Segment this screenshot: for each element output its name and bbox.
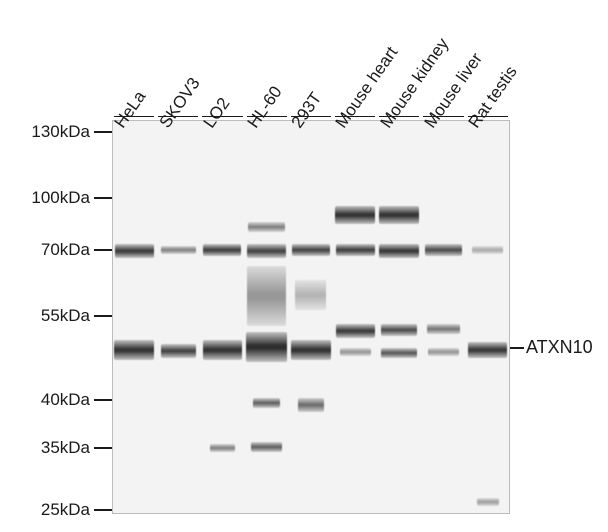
mw-marker-tick — [94, 509, 112, 511]
blot-band — [247, 244, 286, 258]
blot-band — [298, 398, 325, 412]
mw-marker-label: 130kDa — [0, 122, 90, 142]
blot-band — [379, 206, 419, 224]
blot-band — [295, 280, 326, 310]
mw-marker-tick — [94, 447, 112, 449]
blot-band — [468, 342, 507, 358]
blot-band — [379, 244, 419, 258]
blot-band — [246, 332, 288, 362]
blot-membrane — [112, 120, 510, 514]
blot-band — [161, 246, 196, 254]
blot-band — [248, 222, 286, 232]
mw-marker-tick — [94, 131, 112, 133]
mw-marker-label: 40kDa — [0, 390, 90, 410]
mw-marker-tick — [94, 249, 112, 251]
blot-band — [425, 244, 463, 256]
blot-band — [210, 444, 234, 452]
blot-band — [291, 340, 331, 360]
blot-band — [253, 398, 280, 408]
blot-band — [203, 244, 241, 256]
mw-marker-label: 70kDa — [0, 240, 90, 260]
target-protein-label: ATXN10 — [526, 337, 593, 358]
blot-band — [335, 206, 375, 224]
blot-band — [477, 498, 499, 506]
blot-band — [472, 246, 503, 254]
blot-band — [161, 344, 196, 358]
blot-band — [336, 324, 375, 338]
target-tick — [510, 347, 524, 349]
blot-band — [381, 324, 417, 336]
blot-band — [247, 266, 286, 326]
mw-marker-tick — [94, 197, 112, 199]
blot-band — [381, 348, 417, 358]
mw-marker-label: 25kDa — [0, 500, 90, 520]
mw-marker-label: 100kDa — [0, 188, 90, 208]
blot-band — [115, 244, 154, 258]
mw-marker-tick — [94, 315, 112, 317]
blot-band — [427, 324, 460, 334]
mw-marker-label: 55kDa — [0, 306, 90, 326]
blot-band — [114, 340, 155, 360]
blot-band — [340, 348, 371, 356]
western-blot-figure: HeLaSKOV3LO2HL-60293TMouse heartMouse ki… — [0, 0, 608, 532]
blot-band — [428, 348, 459, 356]
mw-marker-label: 35kDa — [0, 438, 90, 458]
blot-band — [203, 340, 243, 360]
blot-band — [292, 244, 330, 256]
blot-band — [251, 442, 282, 452]
blot-band — [336, 244, 375, 256]
mw-marker-tick — [94, 399, 112, 401]
